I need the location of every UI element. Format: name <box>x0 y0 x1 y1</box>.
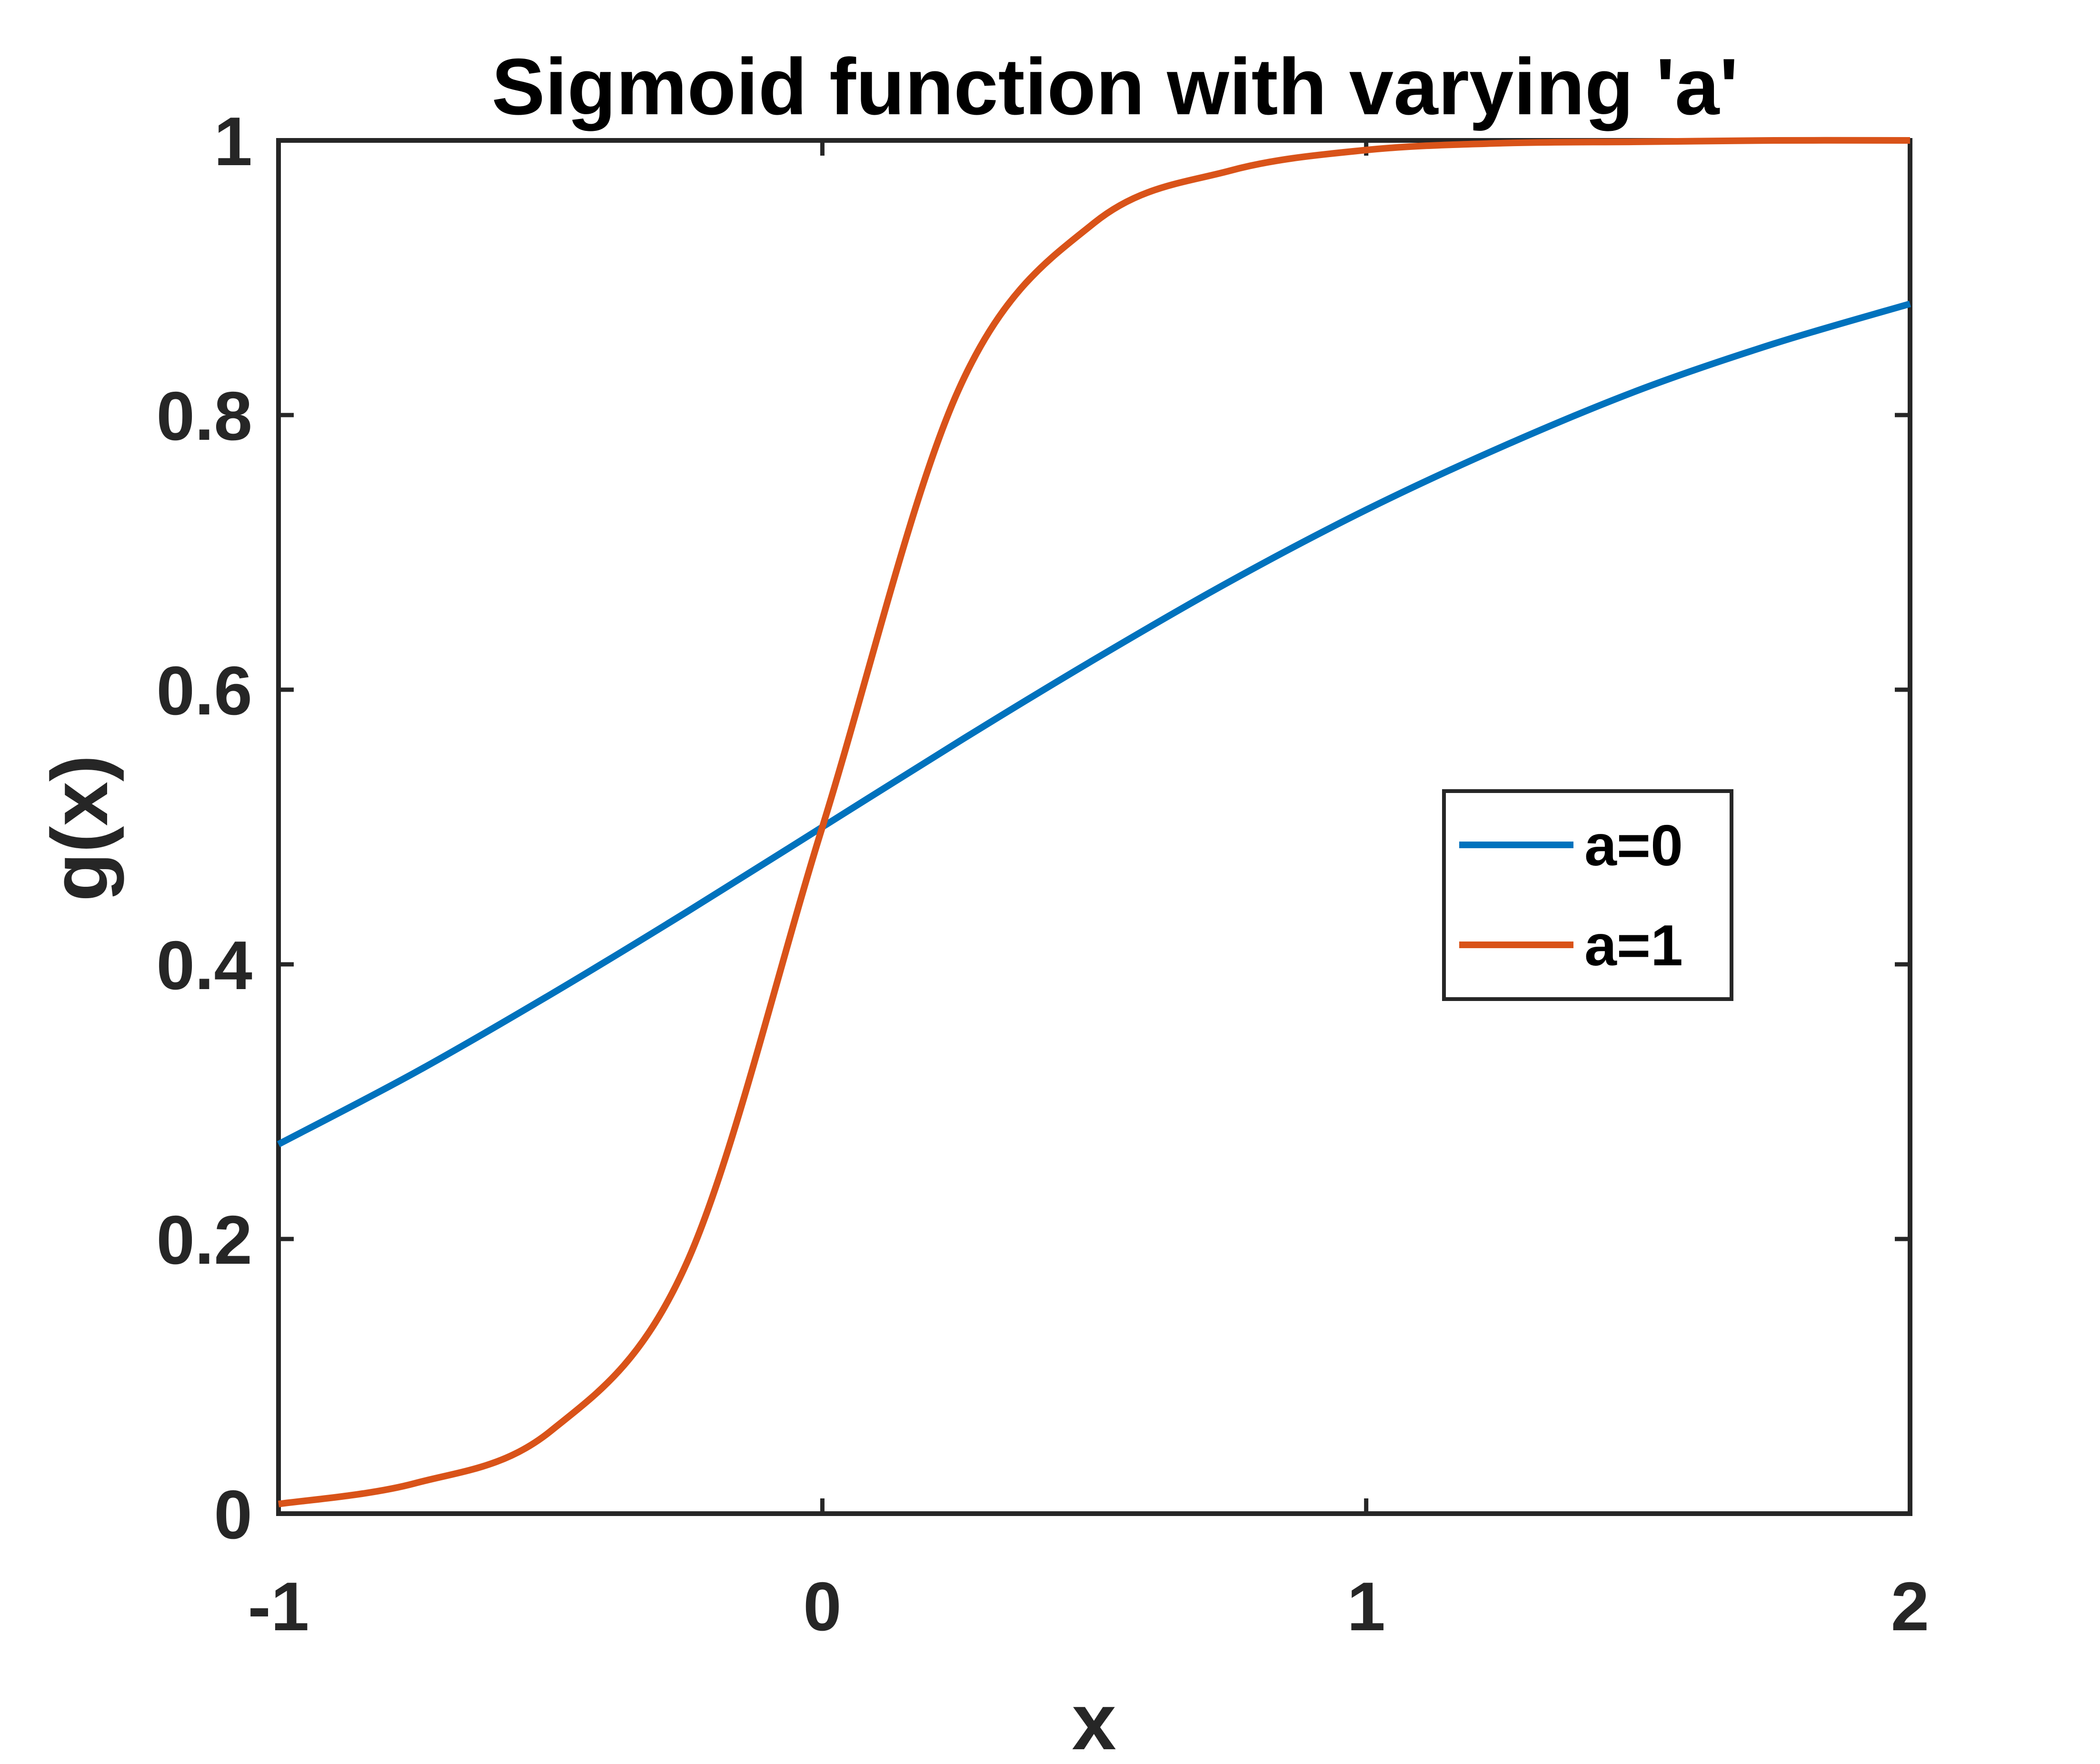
x-tick-label: 1 <box>1347 1568 1385 1645</box>
y-tick-label: 0.6 <box>156 652 252 729</box>
y-tick-label: 0.8 <box>156 377 252 455</box>
series-line-a1 <box>278 137 1911 1507</box>
axis-ticks <box>276 138 1912 1516</box>
legend-box <box>1442 789 1733 1001</box>
x-tick-labels: -1 0 1 2 <box>248 1568 1930 1645</box>
x-tick-label: 2 <box>1891 1568 1930 1645</box>
x-tick-label: -1 <box>248 1568 309 1645</box>
y-axis-label: g(x) <box>35 755 124 902</box>
x-axis-label: x <box>1072 1677 1116 1764</box>
legend-label-a0: a=0 <box>1584 813 1683 878</box>
series-line-a0 <box>277 300 1911 1148</box>
legend: a=0 a=1 <box>1442 789 1733 1001</box>
x-tick-label: 0 <box>803 1568 842 1645</box>
chart-title: Sigmoid function with varying 'a' <box>492 42 1739 131</box>
y-tick-label: 0 <box>214 1476 252 1553</box>
y-tick-labels: 0 0.2 0.4 0.6 0.8 1 <box>156 103 252 1553</box>
y-tick-label: 1 <box>214 103 252 180</box>
y-tick-label: 0.4 <box>156 927 252 1004</box>
series-lines <box>277 137 1911 1507</box>
legend-label-a1: a=1 <box>1584 913 1683 978</box>
y-tick-label: 0.2 <box>156 1201 252 1278</box>
